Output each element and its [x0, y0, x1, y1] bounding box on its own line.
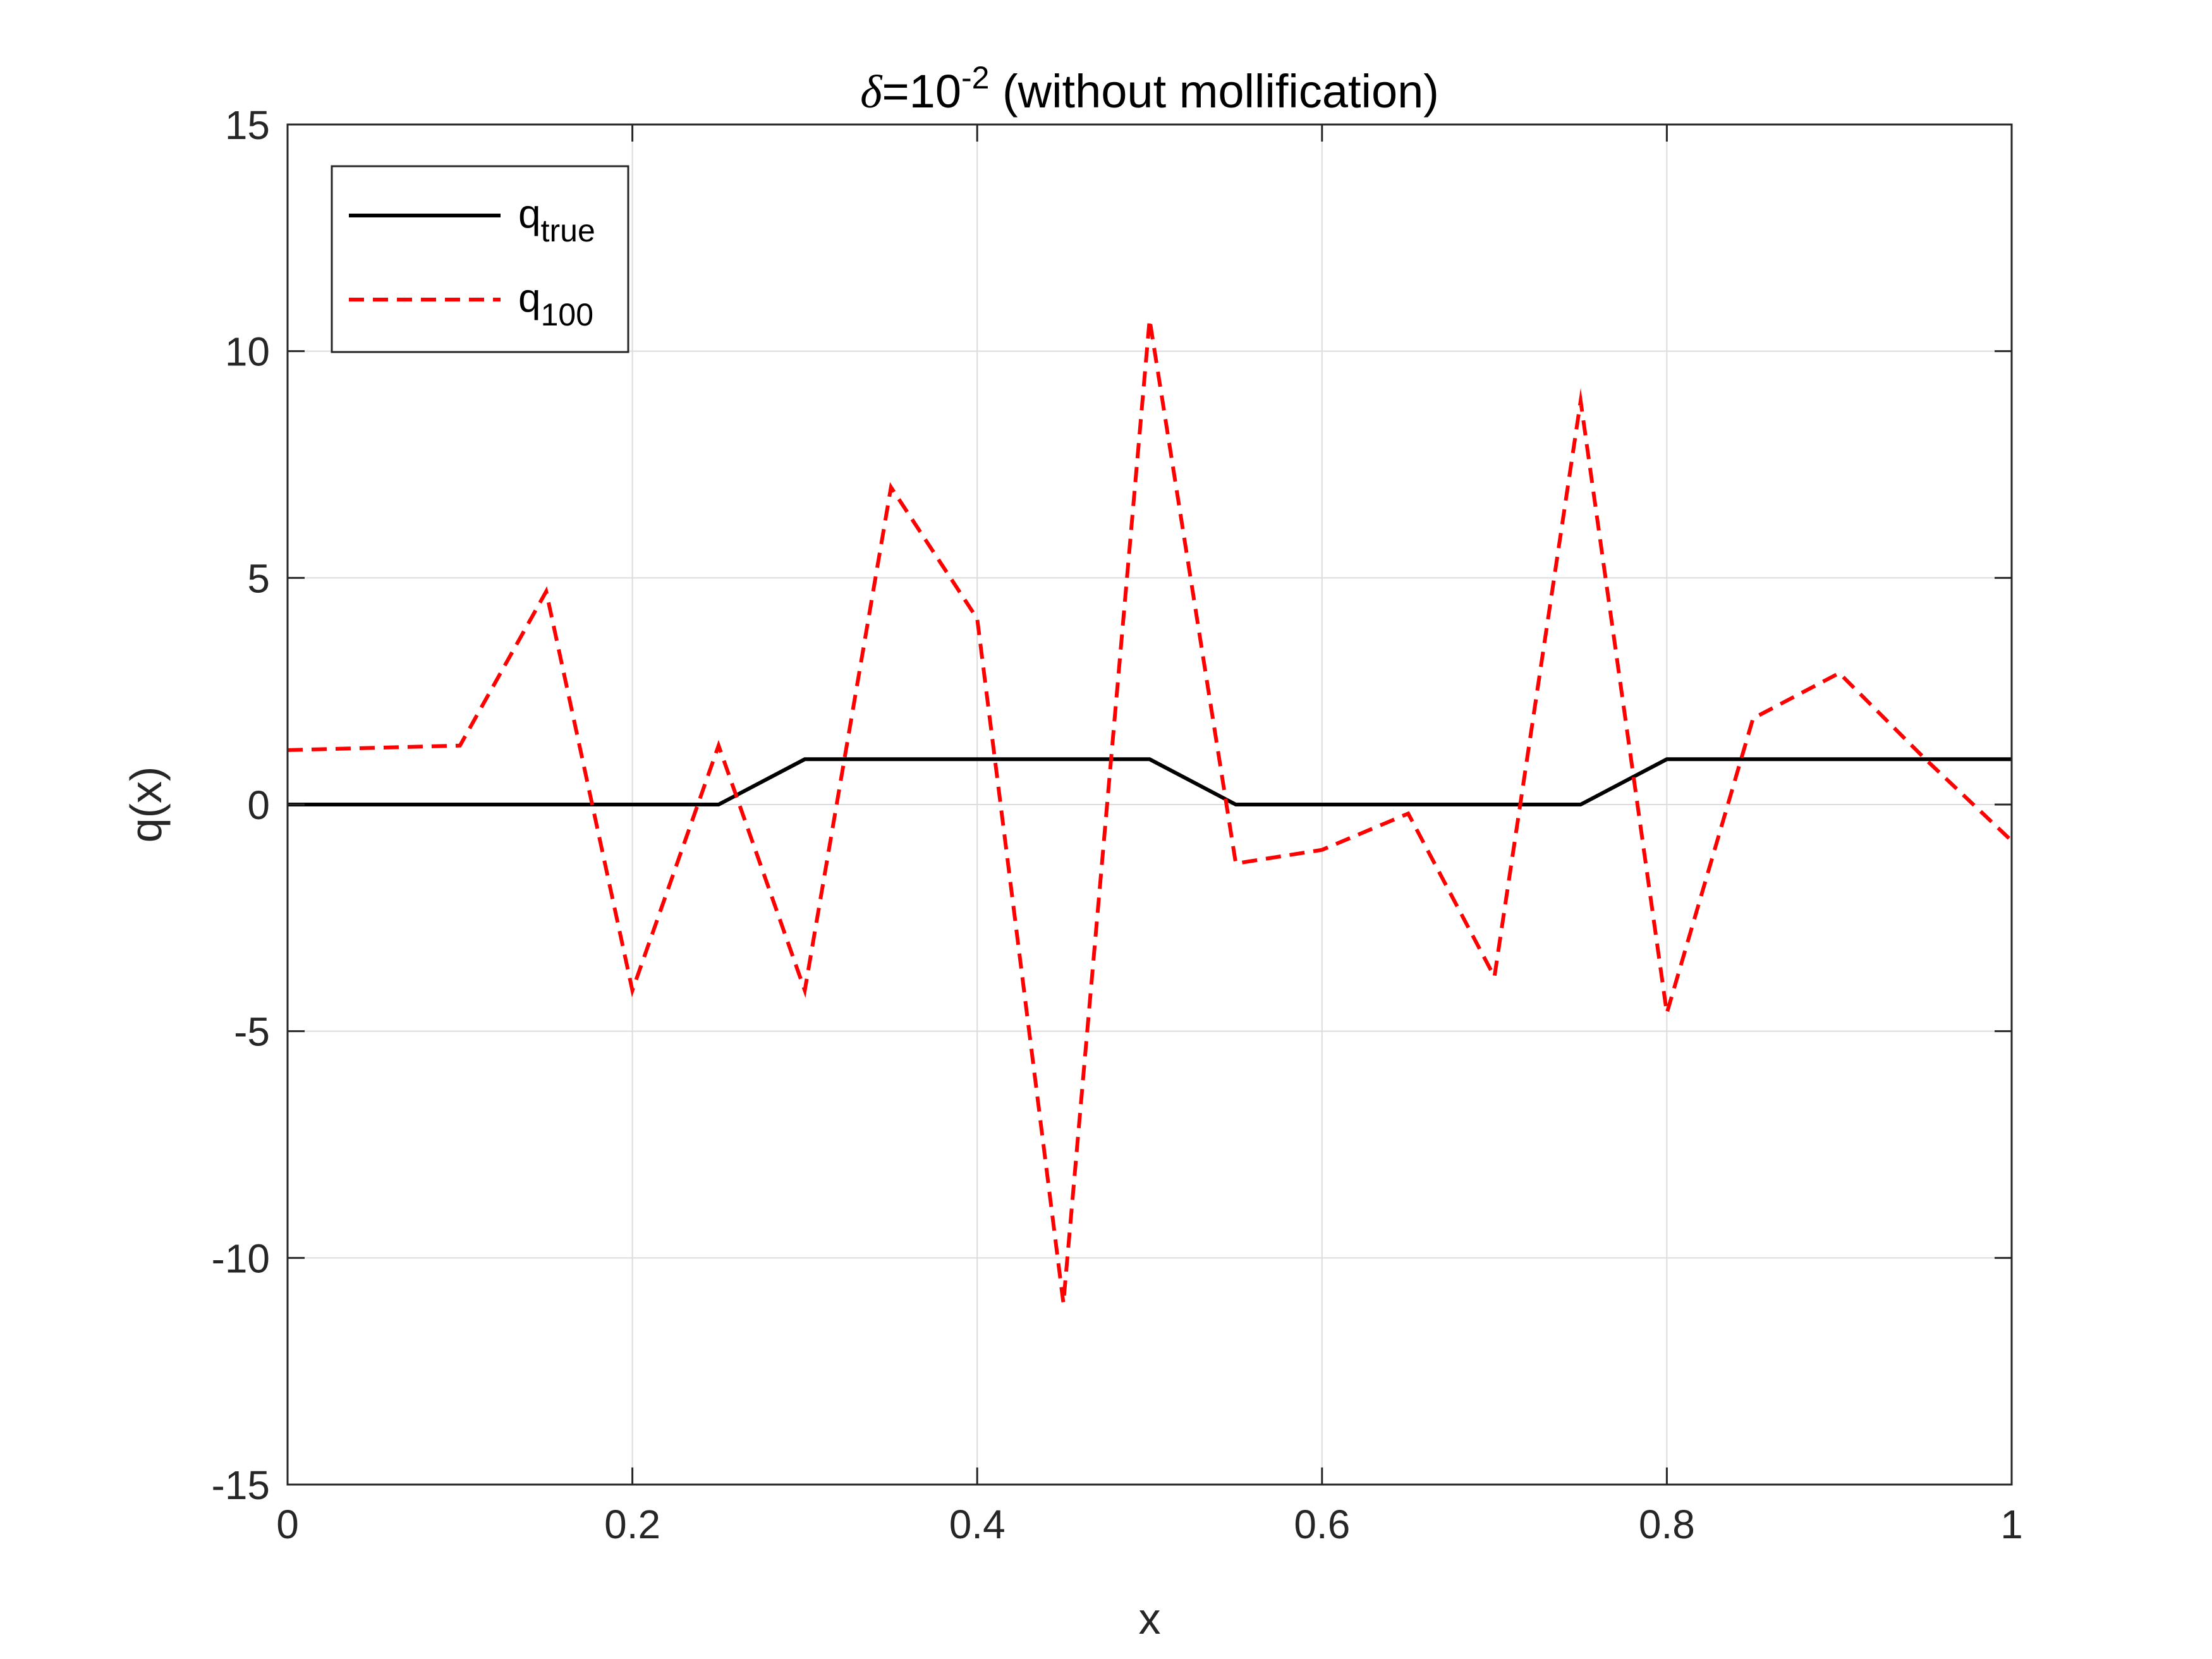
x-axis-label: x	[1139, 1594, 1161, 1643]
legend-box	[331, 165, 629, 353]
x-tick-label: 0.2	[604, 1502, 660, 1547]
legend: qtrue q100	[331, 165, 629, 353]
x-tick-label: 0	[276, 1502, 299, 1547]
title-symbol: δ	[860, 66, 883, 118]
legend-label-100: q100	[518, 275, 593, 332]
series-layer	[287, 303, 2014, 1322]
title-prefix: =10	[882, 65, 961, 118]
legend-label-true-base: q	[518, 191, 541, 236]
tick-labels: 0 0.2 0.4 0.6 0.8 1 -15 -10 -5 0 5 10 15	[212, 102, 2023, 1547]
series-line-q-100	[287, 303, 2014, 1322]
y-tick-label: -10	[212, 1236, 270, 1281]
y-tick-label: 10	[225, 329, 270, 375]
ticks	[286, 123, 2013, 1486]
grid	[288, 125, 2012, 1485]
x-tick-label: 0.6	[1294, 1502, 1350, 1547]
y-tick-label: -15	[212, 1462, 270, 1508]
y-tick-label: 0	[247, 782, 270, 828]
x-tick-label: 0.8	[1639, 1502, 1695, 1547]
legend-label-100-sub: 100	[541, 297, 593, 332]
x-tick-label: 1	[2000, 1502, 2023, 1547]
legend-label-true: qtrue	[518, 191, 595, 248]
x-tick-label: 0.4	[949, 1502, 1006, 1547]
title-suffix: (without mollification)	[989, 65, 1438, 118]
legend-label-true-sub: true	[541, 213, 595, 248]
y-tick-label: 15	[225, 102, 270, 148]
y-tick-label: -5	[234, 1009, 270, 1055]
y-axis-label: q(x)	[121, 767, 171, 843]
title-exponent: -2	[961, 60, 989, 95]
legend-label-100-base: q	[518, 275, 541, 320]
series-line-q-true	[288, 757, 2012, 806]
y-tick-label: 5	[247, 556, 270, 601]
chart-title: δ=10-2 (without mollification)	[860, 60, 1439, 118]
